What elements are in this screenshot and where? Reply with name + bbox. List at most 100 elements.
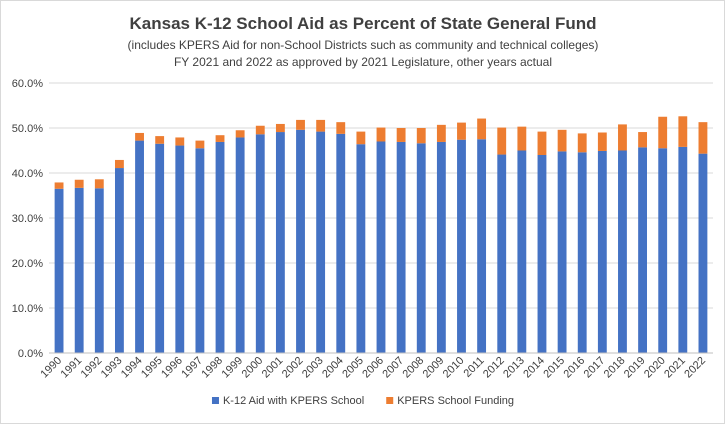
bar-kpers-funding — [457, 122, 466, 140]
x-axis-ticks: 1990199119921993199419951996199719981999… — [38, 355, 708, 381]
y-tick-label: 40.0% — [12, 168, 43, 180]
bar-kpers-funding — [638, 132, 648, 148]
y-tick-label: 60.0% — [12, 78, 43, 90]
bar-kpers-funding — [135, 132, 144, 141]
x-tick-label: 1991 — [59, 355, 85, 381]
x-tick-label: 1993 — [99, 355, 125, 381]
bar-kpers-funding — [698, 122, 708, 154]
bar-k12-aid — [356, 144, 366, 353]
bar-k12-aid — [376, 141, 386, 353]
bar-kpers-funding — [557, 129, 567, 152]
bar-kpers-funding — [215, 135, 225, 142]
x-tick-label: 1994 — [119, 355, 145, 381]
bar-kpers-funding — [296, 119, 305, 130]
x-tick-label: 2022 — [682, 355, 708, 381]
bar-kpers-funding — [336, 122, 346, 134]
x-tick-label: 2000 — [240, 355, 266, 381]
bar-kpers-funding — [658, 116, 668, 149]
x-tick-label: 2006 — [360, 355, 386, 381]
x-tick-label: 2012 — [481, 355, 507, 381]
x-tick-label: 2004 — [320, 355, 346, 381]
bar-kpers-funding — [114, 159, 124, 169]
x-tick-label: 1998 — [199, 355, 225, 381]
x-tick-label: 2009 — [421, 355, 447, 381]
y-axis-ticks: 0.0% 10.0% 20.0% 30.0% 40.0% 50.0% 60.0% — [12, 78, 43, 360]
bar-k12-aid — [135, 140, 144, 353]
bar-k12-aid — [517, 150, 527, 353]
bar-k12-aid — [497, 154, 507, 353]
bar-k12-aid — [54, 188, 64, 353]
x-tick-label: 2003 — [300, 355, 326, 381]
x-tick-label: 2014 — [521, 355, 547, 381]
x-tick-label: 2011 — [462, 355, 487, 380]
x-tick-label: 1995 — [139, 355, 165, 381]
bar-k12-aid — [235, 137, 245, 353]
x-tick-label: 1997 — [179, 355, 205, 381]
bar-k12-aid — [74, 187, 84, 353]
bar-kpers-funding — [618, 124, 627, 151]
x-tick-label: 2008 — [401, 355, 427, 381]
bar-k12-aid — [416, 143, 426, 353]
x-tick-label: 2010 — [441, 355, 467, 381]
bar-kpers-funding — [517, 126, 527, 151]
bar-k12-aid — [658, 148, 668, 353]
chart-subtitle-line-2: FY 2021 and 2022 as approved by 2021 Leg… — [174, 55, 552, 69]
x-tick-label: 1999 — [219, 355, 245, 381]
y-tick-label: 30.0% — [12, 213, 43, 225]
bar-kpers-funding — [235, 130, 245, 138]
bar-k12-aid — [175, 145, 185, 353]
legend-label-k12-aid: K-12 Aid with KPERS School — [223, 395, 364, 407]
bar-kpers-funding — [94, 179, 104, 189]
bar-k12-aid — [316, 131, 326, 353]
bar-kpers-funding — [195, 140, 205, 149]
x-tick-label: 2005 — [340, 355, 366, 381]
bar-k12-aid — [678, 146, 688, 353]
bar-k12-aid — [557, 151, 567, 353]
bar-k12-aid — [698, 153, 708, 353]
legend-label-kpers-funding: KPERS School Funding — [397, 395, 514, 407]
bar-k12-aid — [396, 141, 406, 353]
x-tick-label: 1996 — [159, 355, 185, 381]
bar-kpers-funding — [74, 179, 84, 188]
bar-kpers-funding — [477, 118, 487, 140]
legend-swatch-kpers-funding — [386, 397, 394, 404]
bar-k12-aid — [275, 132, 285, 353]
bar-k12-aid — [457, 139, 466, 353]
x-tick-label: 2002 — [280, 355, 306, 381]
legend-swatch-k12-aid — [211, 397, 219, 404]
x-tick-label: 1992 — [79, 355, 105, 381]
bar-k12-aid — [577, 152, 587, 353]
bar-k12-aid — [215, 141, 225, 353]
bar-kpers-funding — [436, 124, 446, 142]
x-tick-label: 2015 — [541, 355, 567, 381]
bar-kpers-funding — [275, 123, 285, 133]
x-tick-label: 2001 — [260, 355, 286, 381]
x-tick-label: 2016 — [562, 355, 588, 381]
bar-k12-aid — [537, 155, 547, 353]
bar-kpers-funding — [255, 125, 265, 135]
chart-subtitle-line-1: (includes KPERS Aid for non-School Distr… — [128, 38, 599, 52]
bar-k12-aid — [597, 150, 607, 353]
bar-kpers-funding — [396, 128, 406, 142]
bar-k12-aid — [638, 147, 648, 353]
bar-k12-aid — [296, 129, 305, 353]
bar-kpers-funding — [376, 127, 386, 142]
bar-k12-aid — [618, 150, 627, 353]
x-tick-label: 2018 — [602, 355, 628, 381]
x-tick-label: 2017 — [582, 355, 608, 381]
legend: K-12 Aid with KPERS School KPERS School … — [211, 395, 514, 407]
bar-k12-aid — [436, 141, 446, 353]
bar-kpers-funding — [316, 119, 326, 132]
bar-kpers-funding — [356, 131, 366, 145]
x-tick-label: 2007 — [380, 355, 406, 381]
bar-k12-aid — [336, 133, 346, 353]
y-tick-label: 20.0% — [12, 258, 43, 270]
bar-kpers-funding — [577, 133, 587, 153]
bar-kpers-funding — [497, 127, 507, 155]
bar-k12-aid — [255, 134, 265, 353]
bar-kpers-funding — [155, 136, 165, 144]
bars — [54, 116, 708, 353]
bar-k12-aid — [477, 139, 487, 353]
